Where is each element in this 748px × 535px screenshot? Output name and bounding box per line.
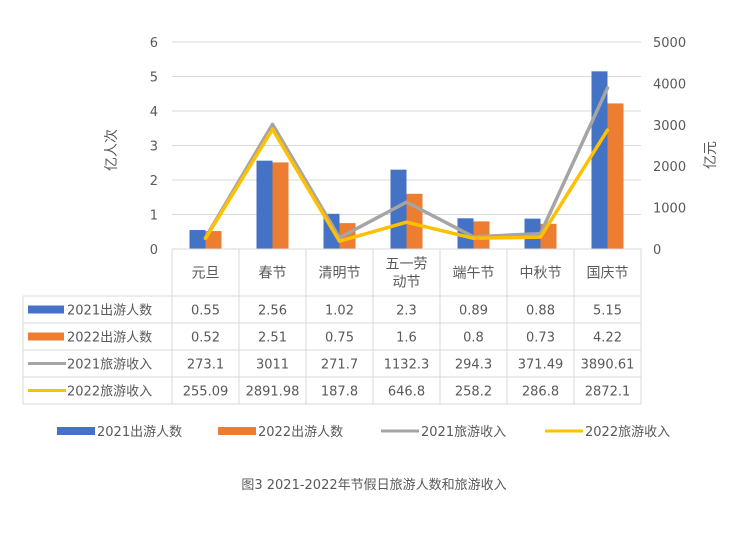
table-cell-value: 0.88 xyxy=(526,304,555,319)
bar xyxy=(607,103,624,249)
table-cell-value: 255.09 xyxy=(183,385,229,400)
table-cell-value: 2.51 xyxy=(258,331,287,346)
bar xyxy=(591,71,608,249)
table-cell-value: 0.55 xyxy=(191,304,220,319)
bar xyxy=(189,230,206,249)
category-label: 中秋节 xyxy=(520,266,562,282)
table-cell-value: 3011 xyxy=(256,358,289,373)
bar xyxy=(205,231,222,249)
series-line xyxy=(203,127,610,243)
y-tick-label: 4 xyxy=(150,105,158,120)
figure-caption: 图3 2021-2022年节假日旅游人数和旅游收入 xyxy=(241,478,507,493)
y-tick-label: 3 xyxy=(150,140,158,155)
table-cell-value: 371.49 xyxy=(518,358,564,373)
y2-tick-label: 1000 xyxy=(653,202,686,217)
table-cell-value: 0.52 xyxy=(191,331,220,346)
row-series-label: 2022出游人数 xyxy=(67,331,152,346)
legend-label: 2021出游人数 xyxy=(97,425,182,440)
bar xyxy=(272,162,289,249)
series-line xyxy=(203,86,610,240)
legend-label: 2022出游人数 xyxy=(258,425,343,440)
category-label: 元旦 xyxy=(192,266,220,282)
bar xyxy=(256,160,273,249)
category-label: 春节 xyxy=(259,266,287,282)
table-cell-value: 273.1 xyxy=(187,358,224,373)
table-cell-value: 4.22 xyxy=(593,331,622,346)
category-label: 国庆节 xyxy=(587,266,629,282)
table-cell-value: 2891.98 xyxy=(246,385,300,400)
table-cell-value: 294.3 xyxy=(455,358,492,373)
table-cell-value: 0.75 xyxy=(325,331,354,346)
legend-label: 2021旅游收入 xyxy=(421,425,506,440)
row-series-label: 2022旅游收入 xyxy=(67,385,152,400)
row-legend-key xyxy=(28,332,64,341)
y-tick-label: 1 xyxy=(150,209,158,224)
legend-key xyxy=(218,427,256,435)
table-cell-value: 2872.1 xyxy=(585,385,631,400)
table-cell-value: 2.56 xyxy=(258,304,287,319)
y-axis-title: 亿人次 xyxy=(104,129,120,171)
table-cell-value: 3890.61 xyxy=(581,358,635,373)
y-tick-label: 0 xyxy=(150,243,158,258)
y-tick-label: 5 xyxy=(150,71,158,86)
table-cell-value: 1.02 xyxy=(325,304,354,319)
y2-tick-label: 2000 xyxy=(653,160,686,175)
table-cell-value: 1132.3 xyxy=(384,358,430,373)
table-cell-value: 1.6 xyxy=(396,331,417,346)
table-cell-value: 2.3 xyxy=(396,304,417,319)
table-cell-value: 0.89 xyxy=(459,304,488,319)
bar xyxy=(390,169,407,249)
category-label: 动节 xyxy=(393,275,421,291)
legend-label: 2022旅游收入 xyxy=(585,425,670,440)
category-label: 端午节 xyxy=(453,266,495,282)
category-label: 清明节 xyxy=(319,266,361,282)
category-label: 五一劳 xyxy=(386,257,428,273)
y2-tick-label: 4000 xyxy=(653,77,686,92)
y2-axis-title: 亿元 xyxy=(703,141,719,169)
table-cell-value: 0.8 xyxy=(463,331,484,346)
table-cell-value: 5.15 xyxy=(593,304,622,319)
table-cell-value: 0.73 xyxy=(526,331,555,346)
y2-tick-label: 0 xyxy=(653,243,661,258)
row-series-label: 2021旅游收入 xyxy=(67,358,152,373)
legend-key xyxy=(57,427,95,435)
row-legend-key xyxy=(28,305,64,314)
row-series-label: 2021出游人数 xyxy=(67,304,152,319)
table-cell-value: 258.2 xyxy=(455,385,492,400)
table-cell-value: 286.8 xyxy=(522,385,559,400)
y-tick-label: 2 xyxy=(150,174,158,189)
table-cell-value: 646.8 xyxy=(388,385,425,400)
y2-tick-label: 3000 xyxy=(653,119,686,134)
y-tick-label: 6 xyxy=(150,36,158,51)
y2-tick-label: 5000 xyxy=(653,36,686,51)
table-cell-value: 187.8 xyxy=(321,385,358,400)
table-cell-value: 271.7 xyxy=(321,358,358,373)
